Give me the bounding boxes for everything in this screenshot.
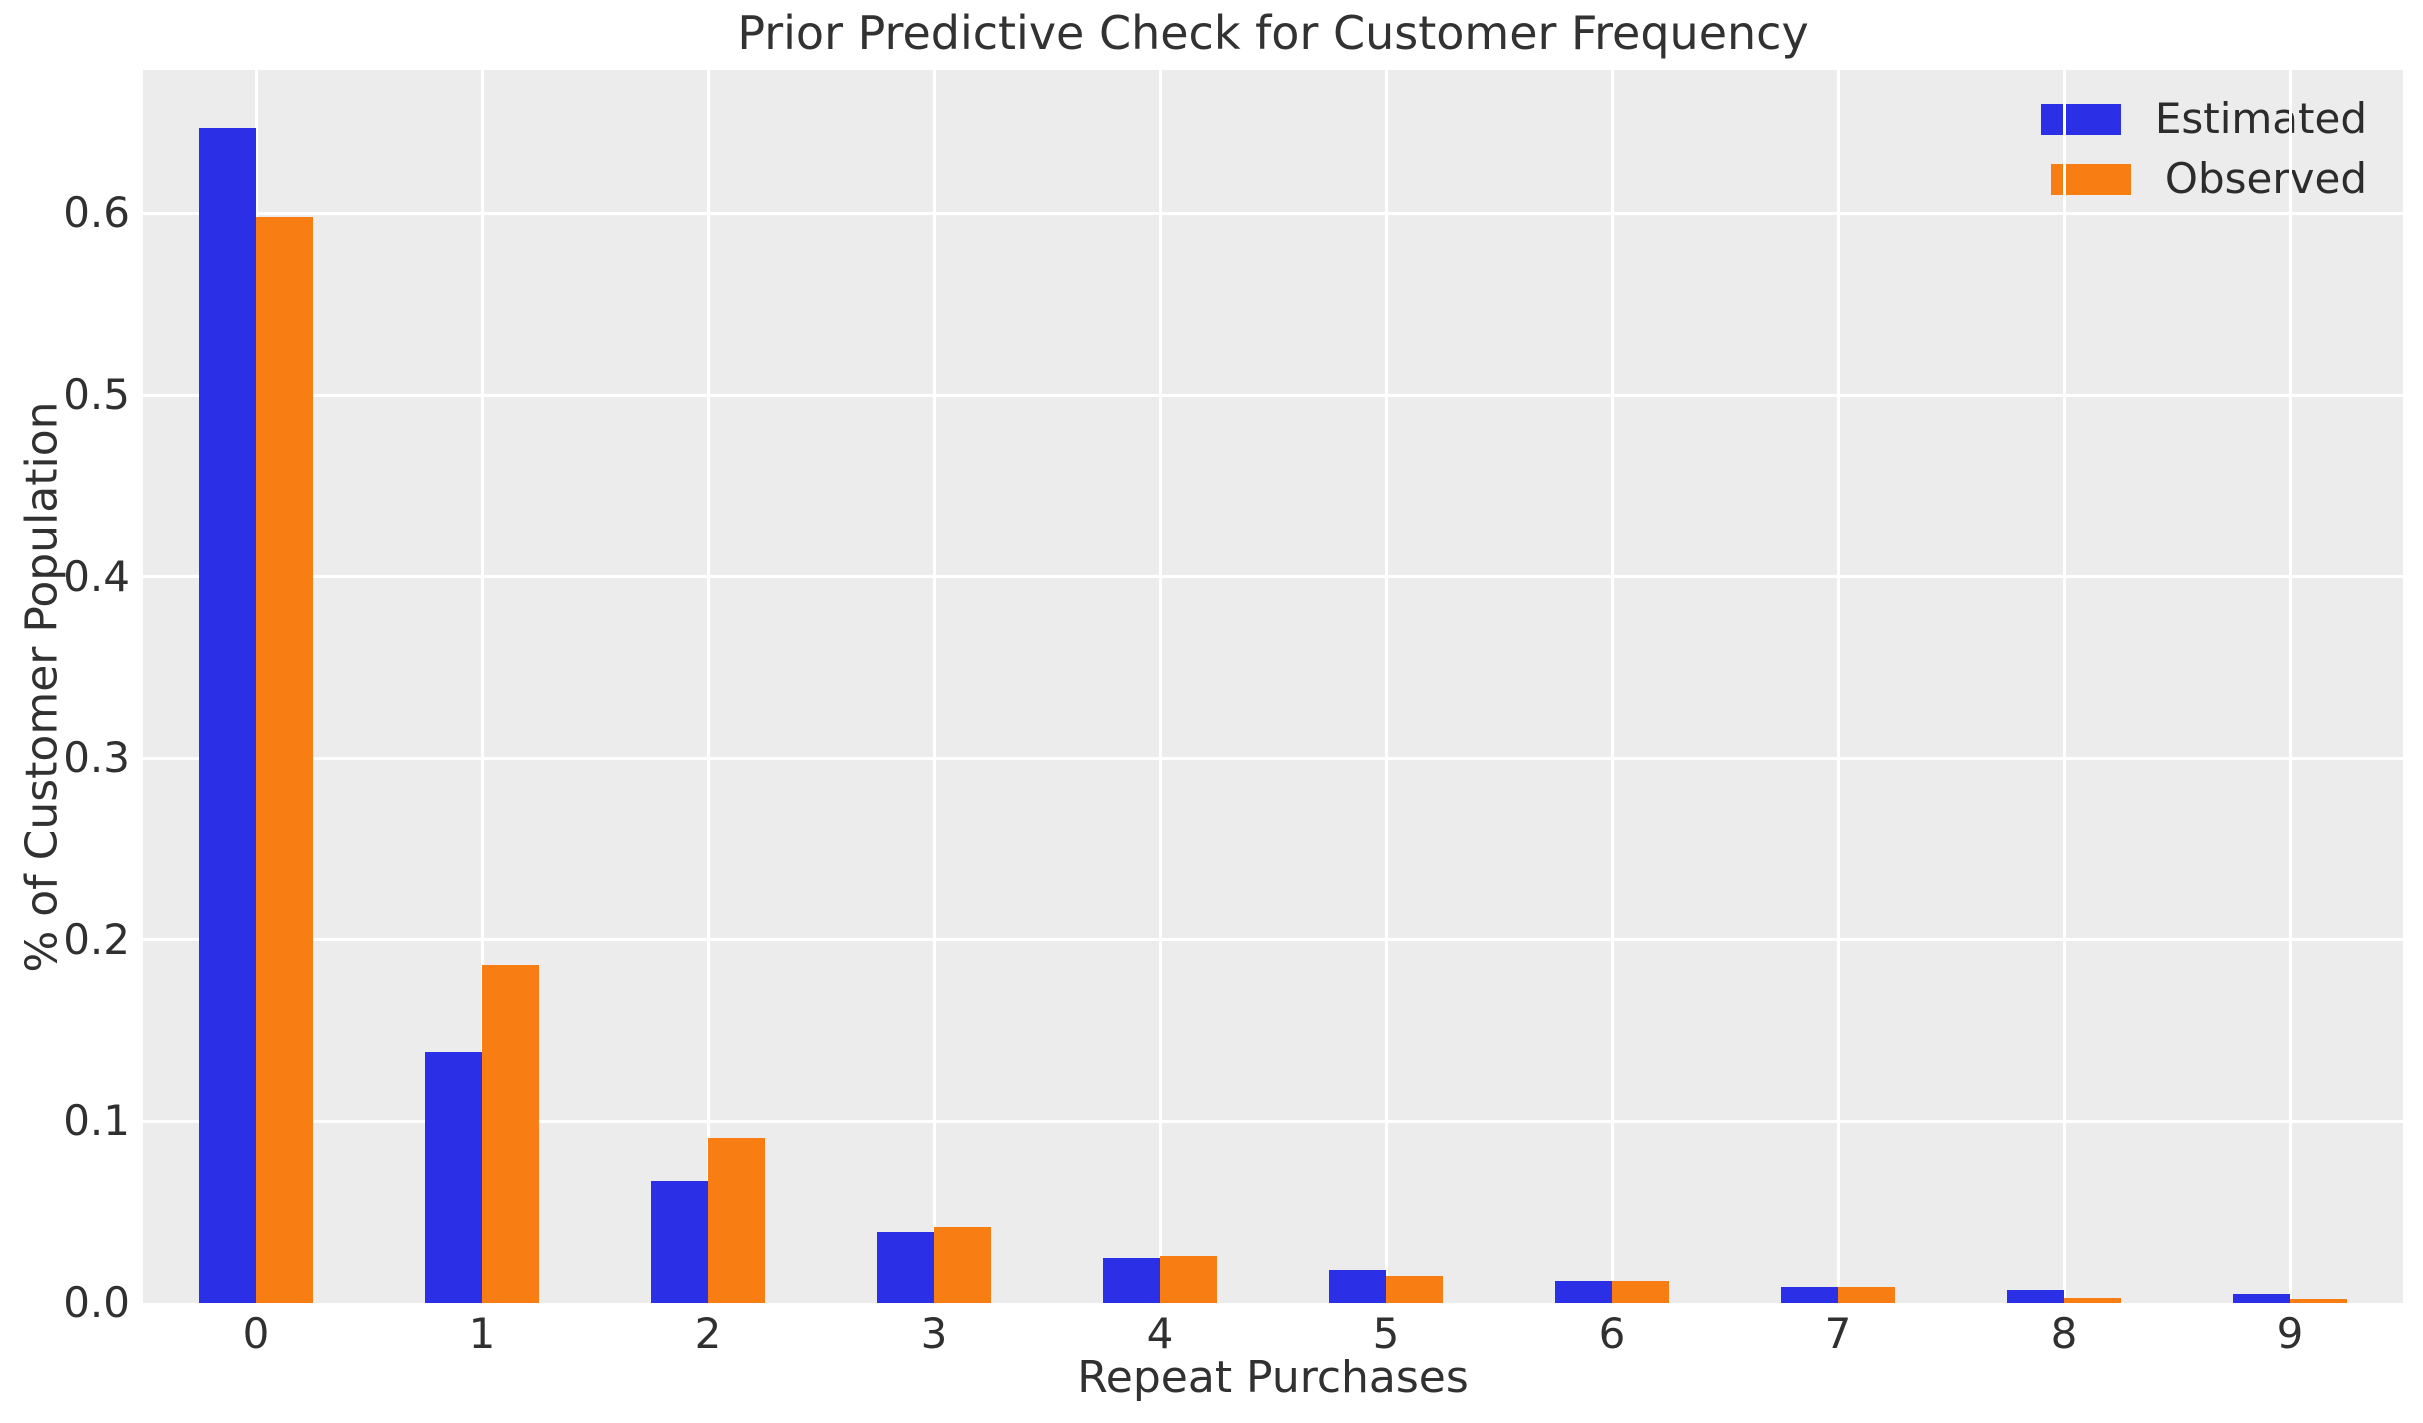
legend-label: Estimated xyxy=(2154,94,2367,143)
bar-estimated-7 xyxy=(1781,1286,1838,1303)
x-tick-label: 4 xyxy=(1146,1309,1174,1358)
bar-estimated-8 xyxy=(2007,1290,2064,1303)
legend-swatch-estimated xyxy=(2040,103,2121,135)
bar-observed-2 xyxy=(708,1137,765,1303)
legend-item-estimated: Estimated xyxy=(2040,94,2367,143)
x-tick-label: 2 xyxy=(694,1309,722,1358)
x-tick-label: 8 xyxy=(2050,1309,2078,1358)
gridline-horizontal xyxy=(143,1119,2403,1123)
bar-estimated-0 xyxy=(199,128,256,1303)
bar-observed-4 xyxy=(1160,1255,1217,1303)
x-tick-label: 9 xyxy=(2276,1309,2304,1358)
legend: Estimated Observed xyxy=(2040,94,2367,200)
legend-item-observed: Observed xyxy=(2041,158,2367,200)
gridline-horizontal xyxy=(143,393,2403,397)
gridline-vertical xyxy=(1158,70,1162,1303)
bar-estimated-5 xyxy=(1329,1270,1386,1303)
x-tick-label: 5 xyxy=(1372,1309,1400,1358)
y-tick-label: 0.4 xyxy=(63,551,130,601)
gridline-vertical xyxy=(2062,70,2066,1303)
gridline-vertical xyxy=(480,70,484,1303)
bar-observed-5 xyxy=(1386,1275,1443,1303)
x-tick-label: 3 xyxy=(920,1309,948,1358)
bar-observed-6 xyxy=(1612,1281,1669,1303)
bar-estimated-2 xyxy=(651,1181,708,1303)
y-tick-label: 0.3 xyxy=(63,733,130,783)
chart-title: Prior Predictive Check for Customer Freq… xyxy=(737,6,1809,60)
gridline-vertical xyxy=(1384,70,1388,1303)
x-tick-label: 6 xyxy=(1598,1309,1626,1358)
y-tick-label: 0.6 xyxy=(63,188,130,238)
bar-estimated-6 xyxy=(1555,1281,1612,1303)
x-tick-label: 0 xyxy=(242,1309,270,1358)
x-axis-label: Repeat Purchases xyxy=(1077,1352,1469,1403)
bar-observed-7 xyxy=(1838,1286,1895,1303)
y-tick-label: 0.2 xyxy=(63,914,130,964)
y-axis-label: % of Customer Population xyxy=(16,401,68,973)
gridline-vertical xyxy=(1610,70,1614,1303)
legend-label: Observed xyxy=(2164,154,2367,203)
bar-observed-9 xyxy=(2290,1299,2347,1303)
y-tick-label: 0.0 xyxy=(63,1278,130,1327)
gridline-vertical xyxy=(706,70,710,1303)
gridline-vertical xyxy=(2288,70,2292,1303)
x-tick-label: 7 xyxy=(1824,1309,1852,1358)
bar-observed-8 xyxy=(2064,1297,2121,1303)
gridline-vertical xyxy=(932,70,936,1303)
bar-estimated-3 xyxy=(877,1232,934,1303)
y-tick-label: 0.5 xyxy=(63,370,130,420)
bar-observed-0 xyxy=(256,217,313,1303)
bar-estimated-9 xyxy=(2233,1293,2290,1303)
gridline-horizontal xyxy=(143,938,2403,942)
gridline-vertical xyxy=(1836,70,1840,1303)
bar-observed-3 xyxy=(934,1226,991,1303)
gridline-horizontal xyxy=(143,211,2403,215)
plot-area: Estimated Observed xyxy=(143,70,2403,1303)
bar-estimated-1 xyxy=(425,1052,482,1303)
bar-observed-1 xyxy=(482,965,539,1303)
y-tick-label: 0.1 xyxy=(63,1096,130,1146)
bar-estimated-4 xyxy=(1103,1257,1160,1303)
x-tick-label: 1 xyxy=(468,1309,496,1358)
gridline-horizontal xyxy=(143,575,2403,579)
gridline-horizontal xyxy=(143,756,2403,760)
